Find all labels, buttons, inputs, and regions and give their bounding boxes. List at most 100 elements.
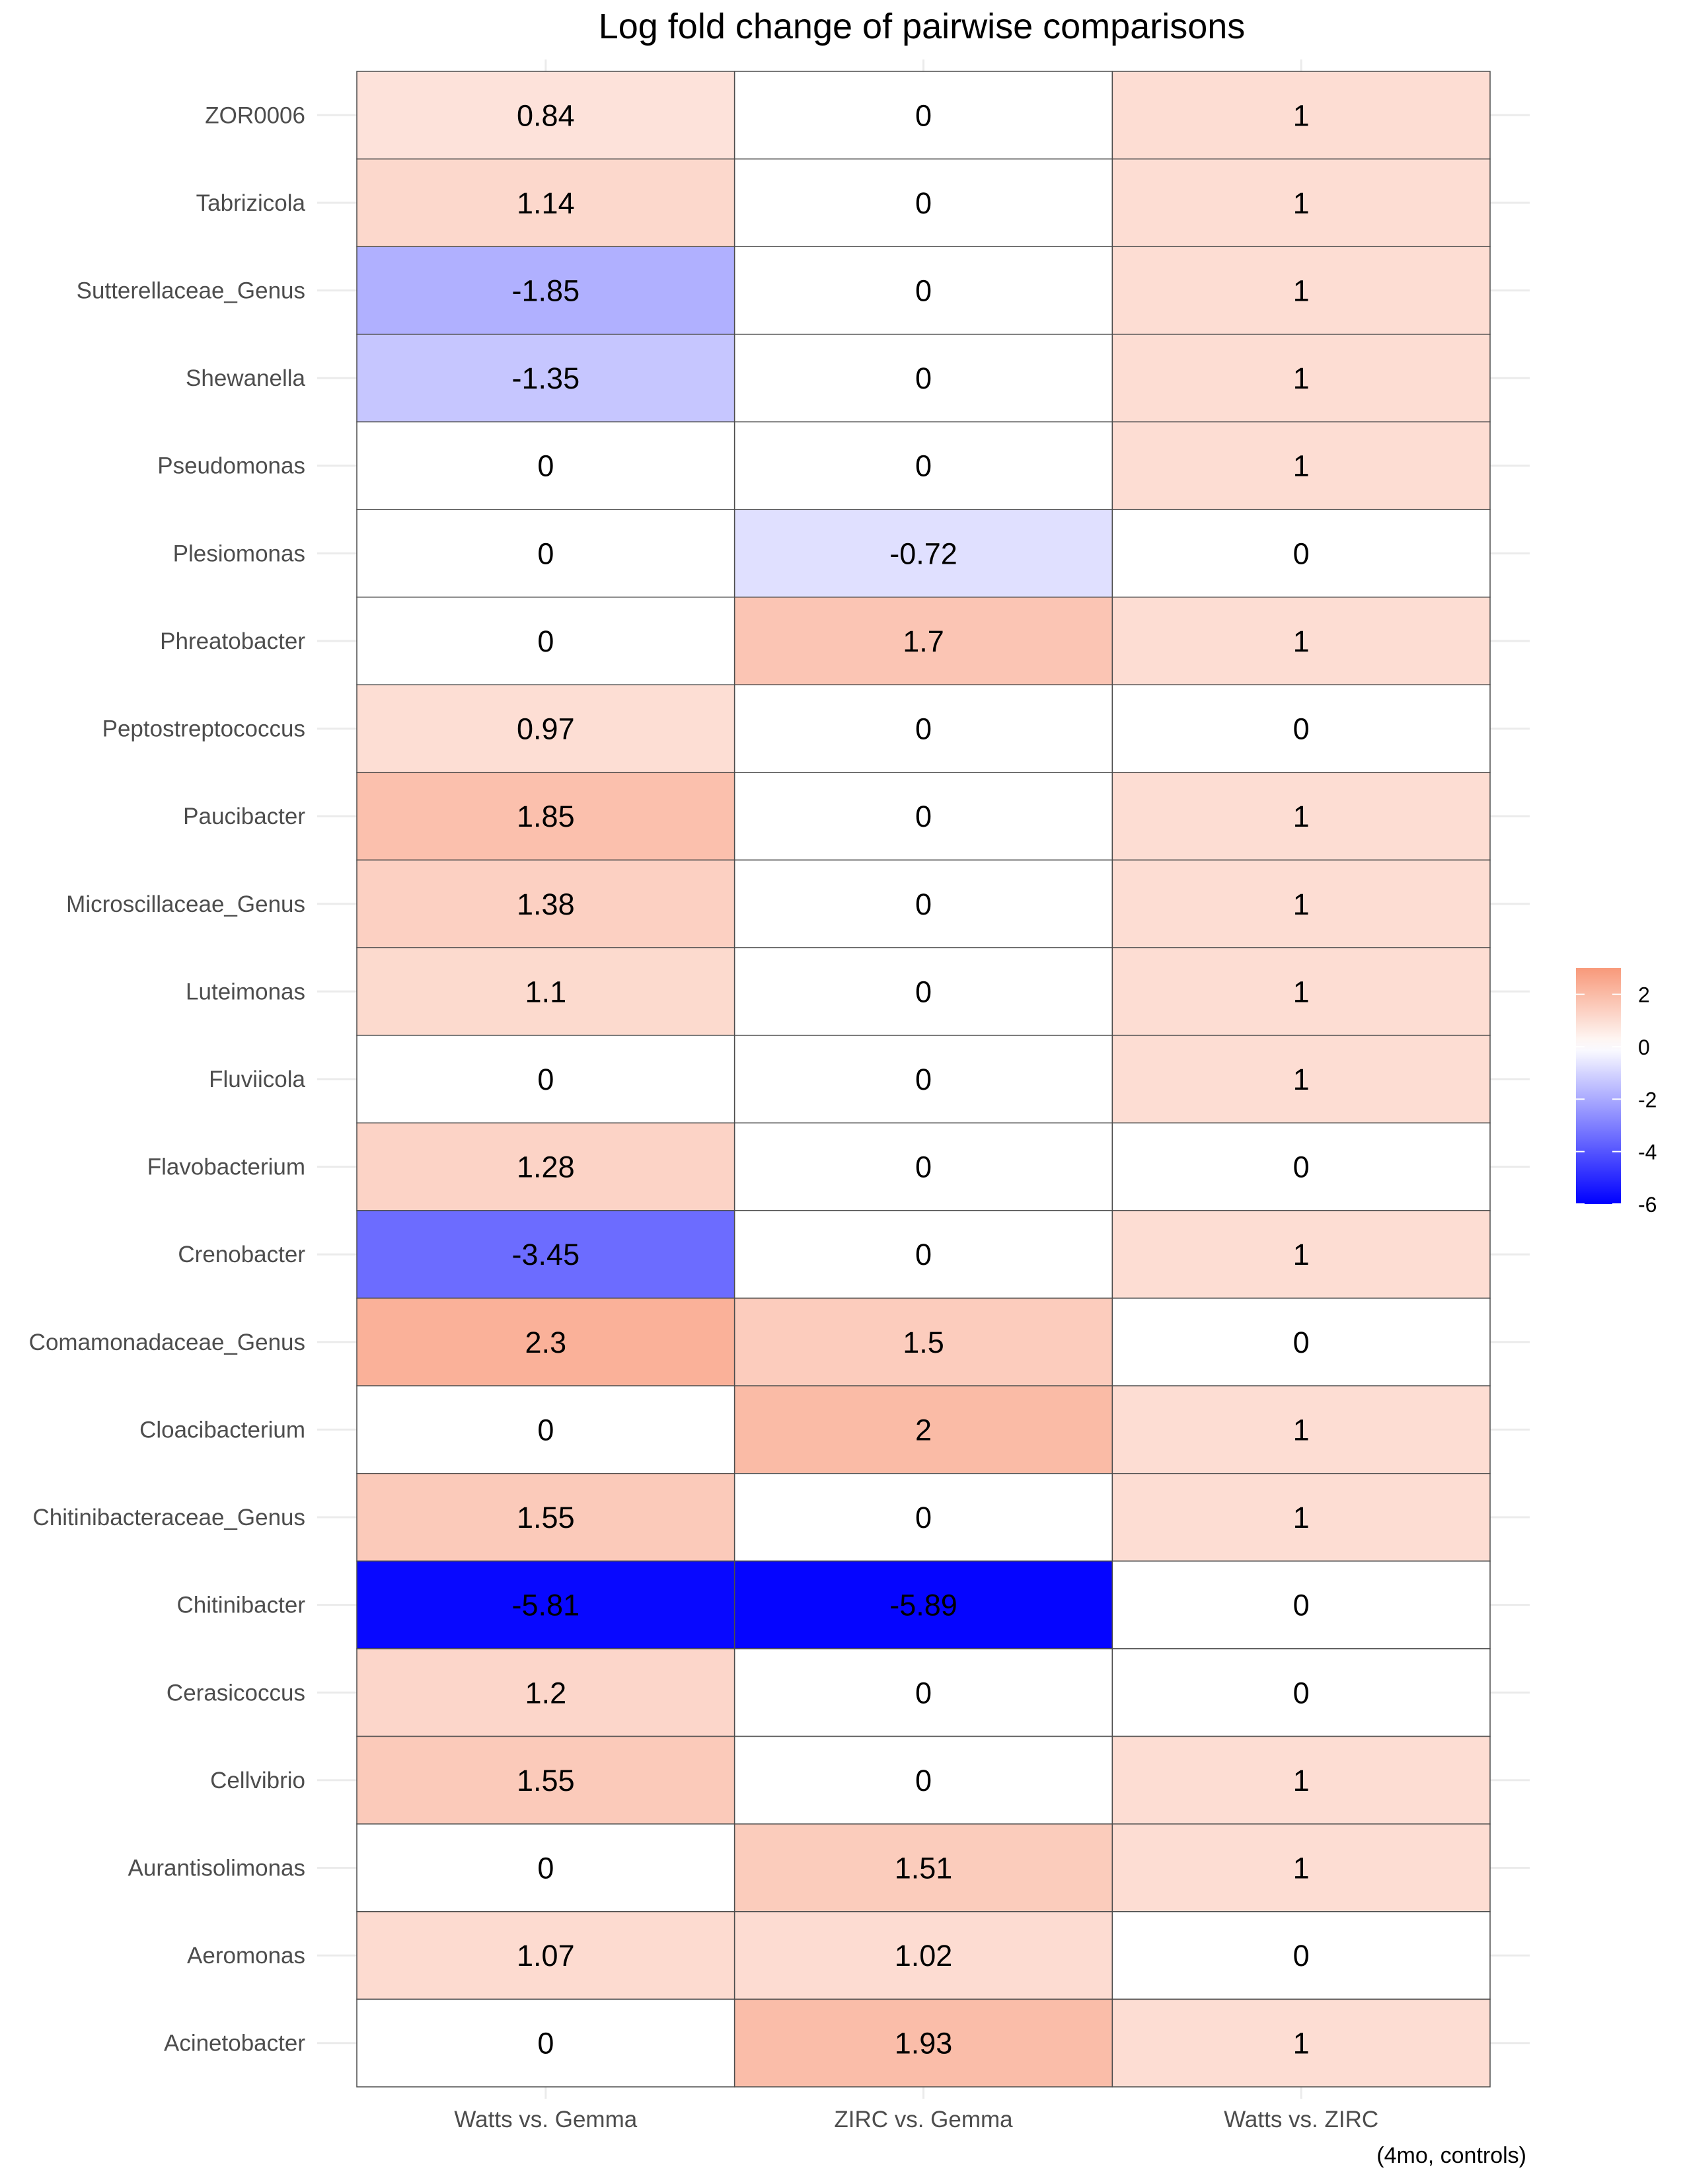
heatmap-tile-acinetobacter-watts-vs-zirc [1111, 1998, 1491, 2088]
heatmap-tile-cerasicoccus-watts-vs-zirc [1111, 1648, 1491, 1737]
heatmap-tile-crenobacter-zirc-vs-gemma [733, 1210, 1113, 1299]
tile-value-label: 0 [915, 361, 932, 395]
tile-value-label: 1 [1293, 624, 1310, 658]
heatmap-tile-microscillaceae-genus-zirc-vs-gemma [733, 859, 1113, 948]
tile-value-label: 1.38 [517, 887, 575, 921]
tile-value-label: 0.97 [517, 712, 575, 746]
y-tick-label-fluviicola: Fluviicola [209, 1067, 305, 1092]
x-tick-label-zirc-vs-gemma: ZIRC vs. Gemma [834, 2107, 1013, 2132]
tile-value-label: 0 [915, 800, 932, 833]
heatmap-tile-fluviicola-watts-vs-zirc [1111, 1034, 1491, 1124]
tile-value-label: 1 [1293, 800, 1310, 833]
tile-value-label: 0 [915, 887, 932, 921]
heatmap-tile-tabrizicola-watts-vs-gemma [356, 158, 735, 247]
heatmap-tile-peptostreptococcus-watts-vs-zirc [1111, 684, 1491, 773]
tile-value-label: 2.3 [525, 1326, 567, 1359]
heatmap-tile-crenobacter-watts-vs-gemma [356, 1210, 735, 1299]
tile-value-label: 1 [1293, 449, 1310, 483]
heatmap-tile-cellvibrio-watts-vs-gemma [356, 1735, 735, 1825]
y-tick-label-chitinibacteraceae-genus: Chitinibacteraceae_Genus [33, 1505, 305, 1530]
tile-value-label: 1.02 [895, 1939, 953, 1973]
tile-value-label: 1 [1293, 1413, 1310, 1447]
tile-value-label: 1 [1293, 98, 1310, 132]
heatmap-tile-peptostreptococcus-zirc-vs-gemma [733, 684, 1113, 773]
heatmap-tile-flavobacterium-zirc-vs-gemma [733, 1122, 1113, 1211]
y-tick-label-peptostreptococcus: Peptostreptococcus [102, 716, 305, 742]
tile-value-label: 0 [915, 1764, 932, 1797]
legend-tick-label: -2 [1638, 1088, 1657, 1111]
legend-tick-label: 2 [1638, 983, 1650, 1007]
tile-value-label: 1 [1293, 274, 1310, 308]
heatmap-tile-luteimonas-zirc-vs-gemma [733, 947, 1113, 1036]
tile-value-label: 0 [1293, 1939, 1310, 1973]
heatmap-tile-microscillaceae-genus-watts-vs-zirc [1111, 859, 1491, 948]
heatmap-tiles [356, 71, 1491, 2088]
heatmap-tile-zor0006-watts-vs-gemma [356, 71, 735, 160]
heatmap-tile-luteimonas-watts-vs-zirc [1111, 947, 1491, 1036]
y-tick-label-phreatobacter: Phreatobacter [160, 628, 305, 654]
tile-value-label: 0 [1293, 537, 1310, 570]
tile-value-label: 0 [537, 1063, 554, 1096]
tile-value-label: 1.5 [903, 1326, 944, 1359]
heatmap-tile-cloacibacterium-watts-vs-gemma [356, 1385, 735, 1474]
heatmap-tile-shewanella-watts-vs-zirc [1111, 334, 1491, 423]
tile-value-label: 0 [537, 1851, 554, 1885]
heatmap-tile-zor0006-zirc-vs-gemma [733, 71, 1113, 160]
tile-value-label: 1 [1293, 975, 1310, 1008]
tile-value-label: -5.81 [512, 1589, 580, 1622]
tile-value-label: 1.2 [525, 1676, 567, 1710]
y-tick-label-zor0006: ZOR0006 [205, 102, 305, 128]
heatmap-tile-pseudomonas-zirc-vs-gemma [733, 421, 1113, 510]
tile-value-label: 0 [537, 2027, 554, 2060]
tile-value-label: 1.28 [517, 1150, 575, 1184]
chart-caption: (4mo, controls) [1376, 2143, 1526, 2168]
heatmap-tile-phreatobacter-watts-vs-gemma [356, 596, 735, 686]
x-tick-label-watts-vs-zirc: Watts vs. ZIRC [1224, 2107, 1378, 2132]
tile-value-label: 1 [1293, 887, 1310, 921]
tile-value-label: 0 [915, 975, 932, 1008]
tile-value-label: 1.93 [895, 2027, 953, 2060]
heatmap-tile-sutterellaceae-genus-watts-vs-zirc [1111, 246, 1491, 335]
legend-tick-label: 0 [1638, 1036, 1650, 1059]
heatmap-tile-fluviicola-zirc-vs-gemma [733, 1034, 1113, 1124]
tile-value-label: 0 [1293, 1326, 1310, 1359]
y-tick-label-chitinibacter: Chitinibacter [176, 1593, 305, 1618]
legend-tick-label: -4 [1638, 1141, 1657, 1164]
tile-value-label: 0 [915, 274, 932, 308]
color-legend: 2 0 -2 -4 -6 [1576, 968, 1657, 1217]
heatmap-tile-paucibacter-watts-vs-gemma [356, 772, 735, 861]
heatmap-tile-phreatobacter-zirc-vs-gemma [733, 596, 1113, 686]
tile-value-label: 1.55 [517, 1764, 575, 1797]
tile-value-label: -0.72 [889, 537, 957, 570]
tile-value-label: 0 [915, 186, 932, 220]
y-tick-label-crenobacter: Crenobacter [178, 1242, 305, 1267]
y-tick-label-tabrizicola: Tabrizicola [196, 190, 306, 216]
heatmap-tile-comamonadaceae-genus-watts-vs-zirc [1111, 1297, 1491, 1386]
y-tick-label-flavobacterium: Flavobacterium [147, 1154, 305, 1180]
tile-value-label: 1 [1293, 186, 1310, 220]
chart-title: Log fold change of pairwise comparisons [599, 7, 1246, 46]
heatmap-tile-cellvibrio-watts-vs-zirc [1111, 1735, 1491, 1825]
heatmap-tile-acinetobacter-watts-vs-gemma [356, 1998, 735, 2088]
tile-value-label: 0 [1293, 1676, 1310, 1710]
tile-value-label: 1.55 [517, 1501, 575, 1534]
tile-value-label: 0 [915, 449, 932, 483]
heatmap-tile-aurantisolimonas-watts-vs-gemma [356, 1823, 735, 1912]
heatmap-tile-aeromonas-watts-vs-zirc [1111, 1911, 1491, 2000]
tile-value-label: -1.85 [512, 274, 580, 308]
heatmap-tile-aeromonas-watts-vs-gemma [356, 1911, 735, 2000]
tile-value-label: 1.14 [517, 186, 575, 220]
y-tick-label-microscillaceae-genus: Microscillaceae_Genus [66, 891, 305, 917]
x-axis-tick-labels: Watts vs. Gemma ZIRC vs. Gemma Watts vs. Z… [454, 2107, 1378, 2132]
y-tick-label-comamonadaceae-genus: Comamonadaceae_Genus [29, 1330, 305, 1355]
heatmap-tile-acinetobacter-zirc-vs-gemma [733, 1998, 1113, 2088]
heatmap-tile-cloacibacterium-watts-vs-zirc [1111, 1385, 1491, 1474]
y-tick-label-cerasicoccus: Cerasicoccus [167, 1680, 305, 1706]
y-tick-label-aeromonas: Aeromonas [187, 1943, 305, 1969]
y-tick-label-cloacibacterium: Cloacibacterium [139, 1417, 305, 1443]
heatmap-tile-plesiomonas-zirc-vs-gemma [733, 509, 1113, 598]
heatmap-tile-sutterellaceae-genus-watts-vs-gemma [356, 246, 735, 335]
heatmap-tile-aurantisolimonas-zirc-vs-gemma [733, 1823, 1113, 1912]
y-tick-label-pseudomonas: Pseudomonas [157, 453, 305, 479]
tile-value-label: 0 [1293, 1589, 1310, 1622]
